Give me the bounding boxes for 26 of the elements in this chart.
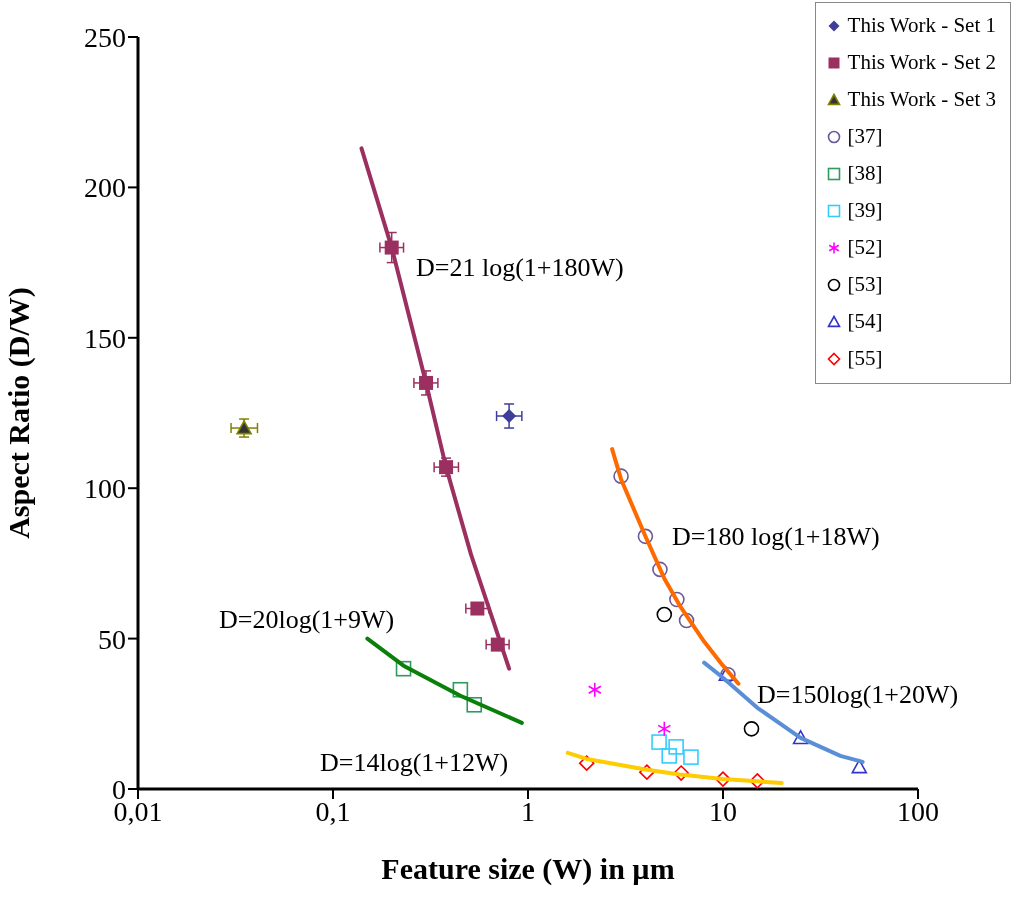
annotation: D=21 log(1+180W): [416, 252, 624, 282]
annotation: D=180 log(1+18W): [672, 521, 880, 551]
legend-label: [55]: [847, 346, 883, 371]
legend-label: [53]: [847, 272, 883, 297]
y-axis-title: Aspect Ratio (D/W): [1, 287, 36, 539]
legend-label: [52]: [847, 235, 883, 260]
x-tick-label: 10: [709, 795, 737, 827]
legend-label: This Work - Set 2: [847, 50, 996, 75]
y-tick-label: 150: [84, 322, 126, 354]
legend-label: [54]: [847, 309, 883, 334]
legend-label: This Work - Set 3: [847, 87, 996, 112]
legend-label: This Work - Set 1: [847, 13, 996, 38]
y-tick-label: 200: [84, 172, 126, 204]
x-tick-label: 0,1: [315, 795, 351, 827]
x-axis-title: Feature size (W) in µm: [381, 852, 675, 886]
legend-label: [39]: [847, 198, 883, 223]
y-tick-label: 250: [84, 21, 126, 53]
legend-label: [37]: [847, 124, 883, 149]
annotation: D=20log(1+9W): [219, 604, 395, 634]
y-tick-label: 100: [84, 473, 126, 505]
x-tick-label: 1: [521, 795, 535, 827]
y-tick-label: 50: [98, 623, 126, 655]
annotation: D=150log(1+20W): [757, 679, 959, 709]
x-tick-label: 100: [897, 795, 939, 827]
legend-label: [38]: [847, 161, 883, 186]
annotation: D=14log(1+12W): [320, 747, 509, 777]
